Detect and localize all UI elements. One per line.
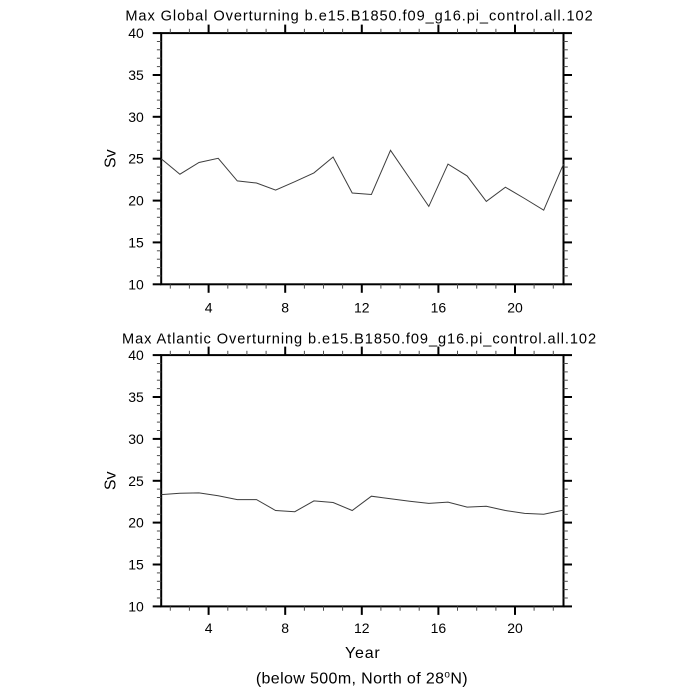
svg-text:40: 40 [128,25,144,41]
svg-text:Sv: Sv [103,471,120,490]
svg-text:20: 20 [507,300,523,316]
svg-text:30: 30 [128,431,144,447]
svg-text:16: 16 [431,620,447,636]
svg-text:25: 25 [128,151,144,167]
svg-text:8: 8 [281,620,289,636]
svg-text:4: 4 [205,620,213,636]
svg-text:30: 30 [128,109,144,125]
svg-text:16: 16 [431,300,447,316]
svg-text:35: 35 [128,389,144,405]
svg-text:Year: Year [345,645,381,662]
svg-text:Max Global Overturning b.e15.B: Max Global Overturning b.e15.B1850.f09_g… [125,9,593,25]
svg-text:20: 20 [128,193,144,209]
svg-text:10: 10 [128,276,144,292]
svg-text:(below 500m, North of 28oN): (below 500m, North of 28oN) [256,670,468,688]
svg-text:35: 35 [128,67,144,83]
svg-text:4: 4 [205,300,213,316]
svg-text:15: 15 [128,234,144,250]
svg-text:40: 40 [128,347,144,363]
svg-text:15: 15 [128,557,144,573]
svg-text:Sv: Sv [103,149,120,168]
svg-text:20: 20 [128,515,144,531]
svg-text:25: 25 [128,473,144,489]
svg-text:12: 12 [354,620,370,636]
svg-text:10: 10 [128,598,144,614]
svg-text:8: 8 [281,300,289,316]
svg-text:12: 12 [354,300,370,316]
svg-text:20: 20 [507,620,523,636]
svg-text:Max Atlantic Overturning b.e15: Max Atlantic Overturning b.e15.B1850.f09… [122,332,597,348]
